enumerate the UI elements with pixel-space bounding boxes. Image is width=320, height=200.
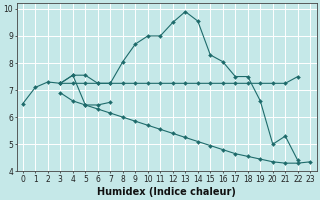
X-axis label: Humidex (Indice chaleur): Humidex (Indice chaleur) xyxy=(97,187,236,197)
